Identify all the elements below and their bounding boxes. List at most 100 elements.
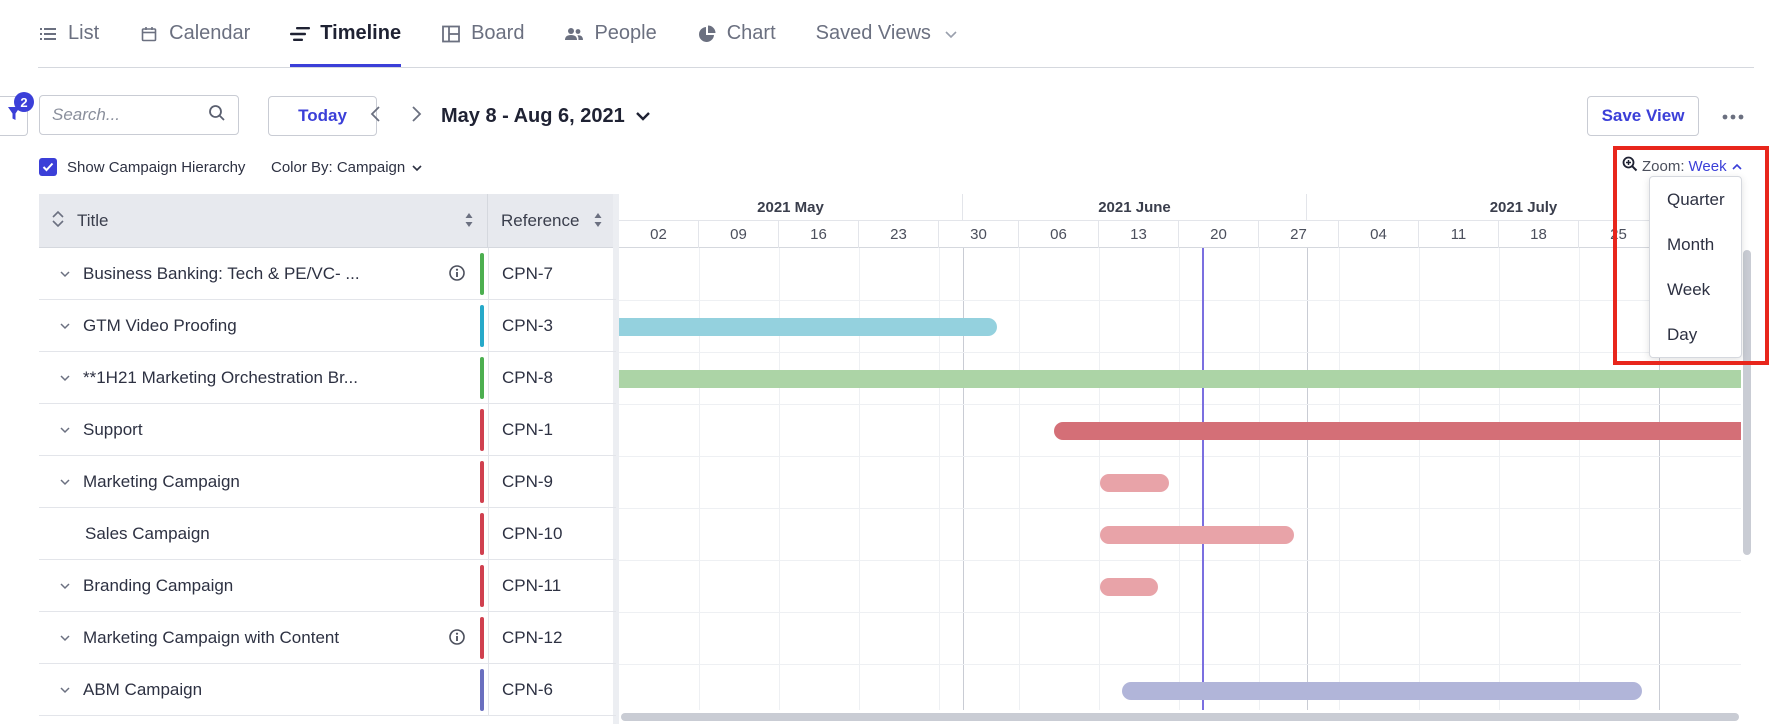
tab-calendar[interactable]: Calendar	[139, 0, 250, 68]
table-row[interactable]: ABM Campaign CPN-6	[39, 664, 616, 716]
month-label: 2021 June	[963, 194, 1307, 221]
week-gridline	[1419, 248, 1420, 710]
row-title[interactable]: Marketing Campaign	[83, 472, 240, 491]
campaign-color-indicator	[480, 461, 484, 503]
save-view-button[interactable]: Save View	[1587, 96, 1699, 136]
more-options-button[interactable]	[1718, 101, 1748, 131]
campaign-bar[interactable]	[1100, 526, 1294, 544]
week-label: 13	[1099, 221, 1179, 248]
campaign-bar[interactable]	[619, 318, 997, 336]
chevron-down-icon[interactable]	[59, 683, 71, 701]
campaign-color-indicator	[480, 357, 484, 399]
zoom-option-week[interactable]: Week	[1667, 279, 1711, 299]
previous-period-button[interactable]	[360, 101, 390, 131]
zoom-value: Week	[1688, 157, 1727, 175]
row-title[interactable]: Support	[83, 420, 143, 439]
row-title[interactable]: **1H21 Marketing Orchestration Br...	[83, 368, 358, 387]
show-hierarchy-toggle[interactable]: Show Campaign Hierarchy	[39, 157, 245, 177]
row-reference: CPN-9	[488, 456, 616, 508]
campaign-bar[interactable]	[1122, 682, 1642, 700]
tab-chart-label: Chart	[726, 22, 776, 44]
sort-icon[interactable]	[594, 212, 602, 233]
table-row[interactable]: Support CPN-1	[39, 404, 616, 456]
week-label: 06	[1019, 221, 1099, 248]
tab-timeline[interactable]: Timeline	[290, 0, 401, 68]
tab-saved-views-label: Saved Views	[815, 22, 931, 44]
row-gridline	[619, 352, 1741, 353]
chevron-down-icon[interactable]	[59, 475, 71, 493]
row-title[interactable]: Marketing Campaign with Content	[83, 628, 340, 647]
chevron-down-icon[interactable]	[59, 371, 71, 389]
table-row[interactable]: Marketing Campaign CPN-9	[39, 456, 616, 508]
campaign-bar[interactable]	[1100, 474, 1169, 492]
info-icon[interactable]	[448, 628, 466, 651]
row-title[interactable]: GTM Video Proofing	[83, 316, 237, 335]
tab-people-label: People	[594, 22, 657, 44]
campaign-bar[interactable]	[619, 370, 1741, 388]
tab-people[interactable]: People	[564, 0, 657, 68]
table-row[interactable]: **1H21 Marketing Orchestration Br... CPN…	[39, 352, 616, 404]
chevron-down-icon[interactable]	[59, 319, 71, 337]
week-gridline	[1499, 248, 1500, 710]
campaign-color-indicator	[480, 565, 484, 607]
table-row[interactable]: Marketing Campaign with Content CPN-12	[39, 612, 616, 664]
week-gridline	[859, 248, 860, 710]
vertical-scrollbar[interactable]	[1743, 250, 1751, 555]
filter-count-badge: 2	[14, 92, 34, 112]
color-by-dropdown[interactable]: Color By: Campaign	[271, 157, 423, 177]
next-period-button[interactable]	[402, 101, 432, 131]
chevron-down-icon[interactable]	[59, 631, 71, 649]
row-title[interactable]: ABM Campaign	[83, 680, 203, 699]
week-label: 04	[1339, 221, 1419, 248]
reference-header-label: Reference	[501, 211, 580, 230]
row-title[interactable]: Business Banking: Tech & PE/VC- ...	[83, 264, 360, 283]
campaign-color-indicator	[480, 253, 484, 295]
chevron-down-icon[interactable]	[59, 267, 71, 285]
reference-column-header[interactable]: Reference	[488, 194, 616, 248]
tab-board[interactable]: Board	[441, 0, 524, 68]
table-row[interactable]: Branding Campaign CPN-11	[39, 560, 616, 612]
campaign-bar[interactable]	[1054, 422, 1741, 440]
date-range-selector[interactable]: May 8 - Aug 6, 2021	[441, 101, 651, 131]
chevron-down-icon	[941, 24, 961, 44]
campaign-color-indicator	[480, 669, 484, 711]
list-icon	[38, 24, 58, 44]
title-column-header[interactable]: Title	[39, 194, 488, 248]
row-gridline	[619, 612, 1741, 613]
table-row[interactable]: Sales Campaign CPN-10	[39, 508, 616, 560]
pane-splitter[interactable]	[613, 194, 619, 724]
hierarchy-checkbox[interactable]	[39, 158, 57, 176]
row-title[interactable]: Branding Campaign	[83, 576, 234, 595]
tab-calendar-label: Calendar	[169, 22, 251, 44]
tab-list[interactable]: List	[38, 0, 99, 68]
horizontal-scrollbar[interactable]	[621, 713, 1739, 721]
chevron-right-icon	[411, 105, 423, 128]
zoom-option-day[interactable]: Day	[1667, 324, 1698, 344]
chevron-down-icon[interactable]	[59, 423, 71, 441]
timeline-chart	[619, 248, 1741, 710]
search-icon[interactable]	[208, 104, 226, 127]
zoom-option-quarter[interactable]: Quarter	[1667, 189, 1725, 209]
tab-saved-views[interactable]: Saved Views	[816, 0, 961, 68]
campaign-bar[interactable]	[1100, 578, 1158, 596]
table-row[interactable]: GTM Video Proofing CPN-3	[39, 300, 616, 352]
week-label: 11	[1419, 221, 1499, 248]
chevron-down-icon[interactable]	[59, 579, 71, 597]
sort-icon[interactable]	[465, 212, 473, 233]
row-reference: CPN-3	[488, 300, 616, 352]
zoom-option-month[interactable]: Month	[1667, 234, 1715, 254]
expand-collapse-all-icon[interactable]	[51, 210, 65, 233]
show-hierarchy-label: Show Campaign Hierarchy	[67, 158, 246, 176]
today-marker	[1202, 248, 1204, 710]
zoom-dropdown[interactable]: Zoom: Week	[1622, 156, 1743, 176]
row-title[interactable]: Sales Campaign	[85, 524, 210, 543]
zoom-in-icon	[1622, 156, 1638, 176]
today-button[interactable]: Today	[268, 96, 377, 136]
chevron-up-icon	[1731, 158, 1743, 175]
table-row[interactable]: Business Banking: Tech & PE/VC- ... CPN-…	[39, 248, 616, 300]
tab-chart[interactable]: Chart	[697, 0, 776, 68]
search-input[interactable]	[52, 105, 202, 125]
info-icon[interactable]	[448, 264, 466, 287]
filter-button[interactable]	[0, 96, 28, 136]
